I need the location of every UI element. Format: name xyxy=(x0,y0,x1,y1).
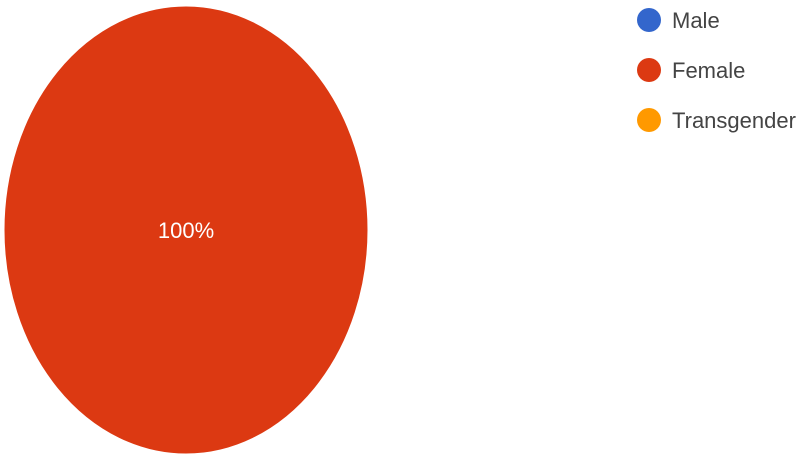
legend: Male Female Transgender xyxy=(637,8,796,133)
pie-slice-labels: 100% xyxy=(158,218,214,243)
pie-slice-female[interactable] xyxy=(3,5,369,455)
legend-swatch-male xyxy=(637,8,661,32)
legend-item-male[interactable]: Male xyxy=(637,8,720,33)
legend-label-female: Female xyxy=(672,58,745,83)
slice-value-label-female: 100% xyxy=(158,218,214,243)
legend-item-female[interactable]: Female xyxy=(637,58,745,83)
legend-label-male: Male xyxy=(672,8,720,33)
legend-swatch-transgender xyxy=(637,108,661,132)
legend-label-transgender: Transgender xyxy=(672,108,796,133)
pie-slices xyxy=(3,5,369,455)
legend-item-transgender[interactable]: Transgender xyxy=(637,108,796,133)
legend-swatch-female xyxy=(637,58,661,82)
